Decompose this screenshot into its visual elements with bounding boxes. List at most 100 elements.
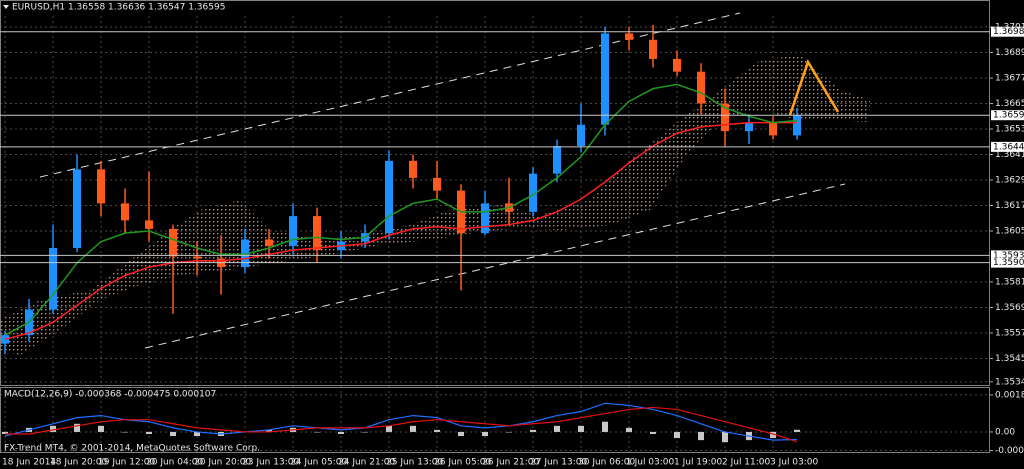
x-tick-label: 18 Jun 20:00	[50, 458, 107, 468]
candle-body	[625, 33, 633, 40]
histogram-bar	[506, 431, 512, 433]
candle-body	[433, 177, 441, 191]
histogram-bar	[2, 431, 8, 434]
y-tick-label: 1.36170	[995, 201, 1024, 211]
histogram-bar	[122, 431, 128, 433]
candle-body	[793, 115, 801, 136]
histogram-bar	[434, 429, 440, 432]
histogram-bar	[602, 421, 608, 432]
candle-body	[409, 160, 417, 178]
macd-line	[4, 402, 798, 441]
histogram-bar	[170, 431, 176, 437]
histogram-bar	[338, 431, 344, 434]
candle-body	[385, 160, 393, 234]
candle-body	[745, 122, 753, 132]
candle-body	[49, 247, 57, 310]
x-tick-label: 24 Jun 05:00	[290, 458, 347, 468]
y-tick-label: 1.36050	[995, 226, 1024, 236]
candle-body	[697, 71, 705, 104]
candle-body	[193, 256, 201, 259]
histogram-bar	[794, 429, 800, 432]
price-level-label: 1.36595	[993, 111, 1024, 121]
x-tick-label: 1 Jul 03:00	[626, 458, 675, 468]
histogram-bar	[98, 425, 104, 432]
price-level-box	[991, 141, 1024, 152]
histogram-bar	[266, 429, 272, 432]
candle-body	[673, 58, 681, 72]
price-level-label: 1.35901	[993, 258, 1024, 268]
y-tick-label: 1.36650	[995, 99, 1024, 109]
y-tick-label: 1.35570	[995, 328, 1024, 338]
y-tick-label: 1.36770	[995, 74, 1024, 84]
moving-average	[4, 83, 798, 336]
candle-body	[481, 203, 489, 234]
y-tick-label: 1.35340	[995, 377, 1024, 387]
ichimoku-cloud	[0, 55, 870, 355]
candle-body	[769, 122, 777, 136]
channel-line	[39, 12, 741, 178]
x-tick-label: 3 Jul 03:00	[770, 458, 819, 468]
candle-body	[577, 124, 585, 147]
histogram-bar	[458, 431, 464, 437]
x-tick-label: 26 Jun 05:00	[434, 458, 491, 468]
x-tick-label: 23 Jun 13:00	[242, 458, 299, 468]
candle-body	[313, 216, 321, 251]
x-tick-label: 18 Jun 2014	[2, 458, 56, 468]
price-level-box	[991, 250, 1024, 261]
histogram-bar	[674, 431, 680, 439]
candle-body	[529, 173, 537, 212]
histogram-bar	[650, 431, 656, 434]
y-tick-label: 1.35810	[995, 277, 1024, 287]
y-tick-label: 1.36890	[995, 48, 1024, 58]
x-tick-label: 26 Jun 21:00	[482, 458, 539, 468]
x-tick-label: 24 Jun 21:00	[338, 458, 395, 468]
watermark: FX-Trend MT4, © 2001-2014, MetaQuotes So…	[4, 444, 260, 454]
histogram-bar	[386, 425, 392, 432]
moving-average	[4, 121, 797, 341]
y-tick-label: 1.35450	[995, 354, 1024, 364]
channel-line	[144, 183, 846, 349]
x-tick-label: 30 Jun 06:00	[578, 458, 635, 468]
y-tick-label: 0.001812	[995, 390, 1024, 400]
price-level-box	[991, 257, 1024, 268]
histogram-bar	[410, 425, 416, 432]
y-tick-label: 1.36290	[995, 176, 1024, 186]
forecast-zigzag	[788, 59, 840, 116]
candle-body	[97, 169, 105, 204]
macd-line	[5, 406, 798, 443]
histogram-bar	[362, 431, 368, 433]
candle-body	[241, 239, 249, 268]
price-level-label: 1.36446	[993, 142, 1024, 152]
price-level-box	[991, 26, 1024, 37]
candle-body	[73, 169, 81, 248]
main-panel-frame	[0, 0, 990, 386]
histogram-bar	[194, 431, 200, 437]
candle-body	[601, 33, 609, 125]
candle-body	[121, 203, 129, 221]
x-tick-label: 19 Jun 12:00	[98, 458, 155, 468]
histogram-bar	[530, 429, 536, 432]
y-tick-label: -0.00091	[995, 446, 1024, 456]
candle-body	[145, 220, 153, 229]
y-tick-label: 1.36530	[995, 125, 1024, 135]
histogram-bar	[698, 431, 704, 441]
x-tick-label: 20 Jun 04:00	[146, 458, 203, 468]
histogram-bar	[578, 425, 584, 432]
menu-arrow[interactable]	[3, 5, 9, 9]
macd-panel-frame	[0, 387, 990, 453]
y-tick-label: 1.35690	[995, 303, 1024, 313]
candle-body	[553, 146, 561, 174]
candle-body	[265, 239, 273, 246]
x-tick-label: 27 Jun 13:00	[530, 458, 587, 468]
histogram-bar	[722, 431, 728, 443]
candle-body	[169, 228, 177, 257]
histogram-bar	[74, 423, 80, 432]
histogram-bar	[554, 425, 560, 432]
chart-title: EURUSD,H1 1.36558 1.36636 1.36547 1.3659…	[12, 3, 225, 13]
price-level-label: 1.35935	[993, 251, 1024, 261]
histogram-bar	[482, 431, 488, 437]
y-tick-label: 0.00	[995, 427, 1015, 437]
y-tick-label: 1.36410	[995, 150, 1024, 160]
histogram-bar	[50, 425, 56, 432]
